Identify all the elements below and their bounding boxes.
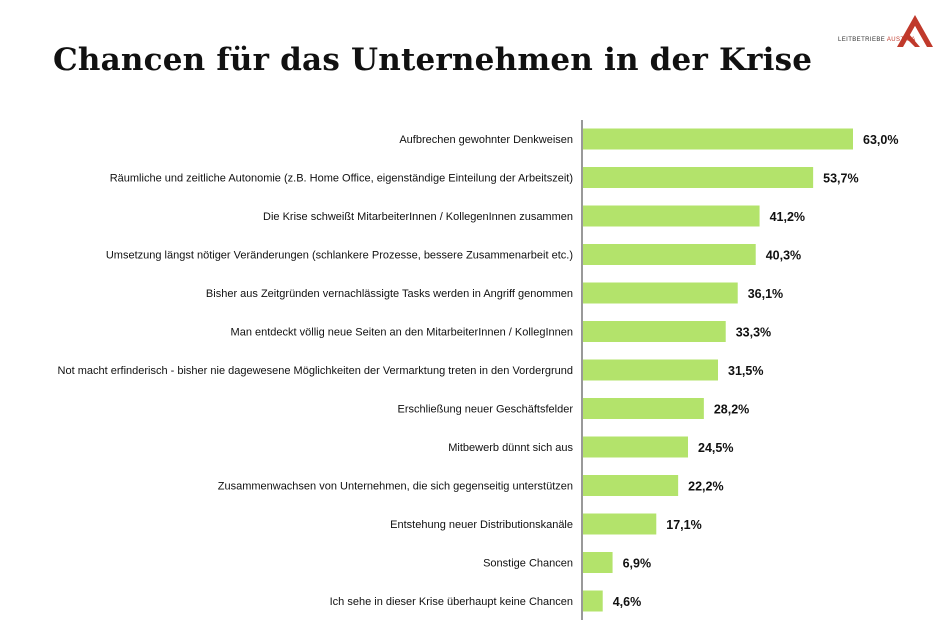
category-label: Man entdeckt völlig neue Seiten an den M… <box>231 327 573 339</box>
category-label: Ich sehe in dieser Krise überhaupt keine… <box>330 596 573 608</box>
category-label: Mitbewerb dünnt sich aus <box>448 442 573 454</box>
value-label: 53,7% <box>823 172 858 186</box>
bar <box>583 398 704 419</box>
leitbetriebe-logo: LEITBETRIEBE AUSTRIA <box>838 14 934 54</box>
category-label: Sonstige Chancen <box>483 558 573 570</box>
category-label: Entstehung neuer Distributionskanäle <box>390 519 573 531</box>
value-label: 28,2% <box>714 403 749 417</box>
category-label: Not macht erfinderisch - bisher nie dage… <box>58 365 573 377</box>
value-label: 6,9% <box>623 557 652 571</box>
category-label: Bisher aus Zeitgründen vernachlässigte T… <box>206 288 573 300</box>
bar <box>583 359 718 381</box>
category-label: Aufbrechen gewohnter Denkweisen <box>399 134 573 146</box>
value-label: 41,2% <box>770 210 805 224</box>
bar <box>583 590 603 612</box>
category-label: Die Krise schweißt MitarbeiterInnen / Ko… <box>263 211 573 223</box>
chart-title: Chancen für das Unternehmen in der Krise <box>53 42 813 78</box>
bar <box>583 321 726 342</box>
bar <box>583 282 738 304</box>
bar <box>583 436 688 458</box>
value-label: 36,1% <box>748 287 783 301</box>
logo-text-brand: AUSTRIA <box>886 37 916 43</box>
logo-text: LEITBETRIEBE AUSTRIA <box>838 37 916 43</box>
value-label: 40,3% <box>766 249 801 263</box>
value-label: 31,5% <box>728 364 763 378</box>
value-label: 17,1% <box>666 518 701 532</box>
category-label: Zusammenwachsen von Unternehmen, die sic… <box>218 481 573 493</box>
bar <box>583 244 756 265</box>
category-label: Erschließung neuer Geschäftsfelder <box>398 404 574 416</box>
logo-mark-icon <box>897 15 933 47</box>
bar <box>583 167 814 188</box>
bar <box>583 128 853 150</box>
bar <box>583 552 613 573</box>
value-label: 63,0% <box>863 133 898 147</box>
bar <box>583 475 679 496</box>
value-label: 24,5% <box>698 441 733 455</box>
category-label: Räumliche und zeitliche Autonomie (z.B. … <box>110 173 573 185</box>
bar <box>583 513 657 535</box>
value-label: 4,6% <box>613 595 642 609</box>
bar <box>583 205 760 227</box>
category-label: Umsetzung längst nötiger Veränderungen (… <box>106 250 573 262</box>
value-label: 22,2% <box>688 480 723 494</box>
logo-text-prefix: LEITBETRIEBE <box>838 37 886 43</box>
value-label: 33,3% <box>736 326 771 340</box>
